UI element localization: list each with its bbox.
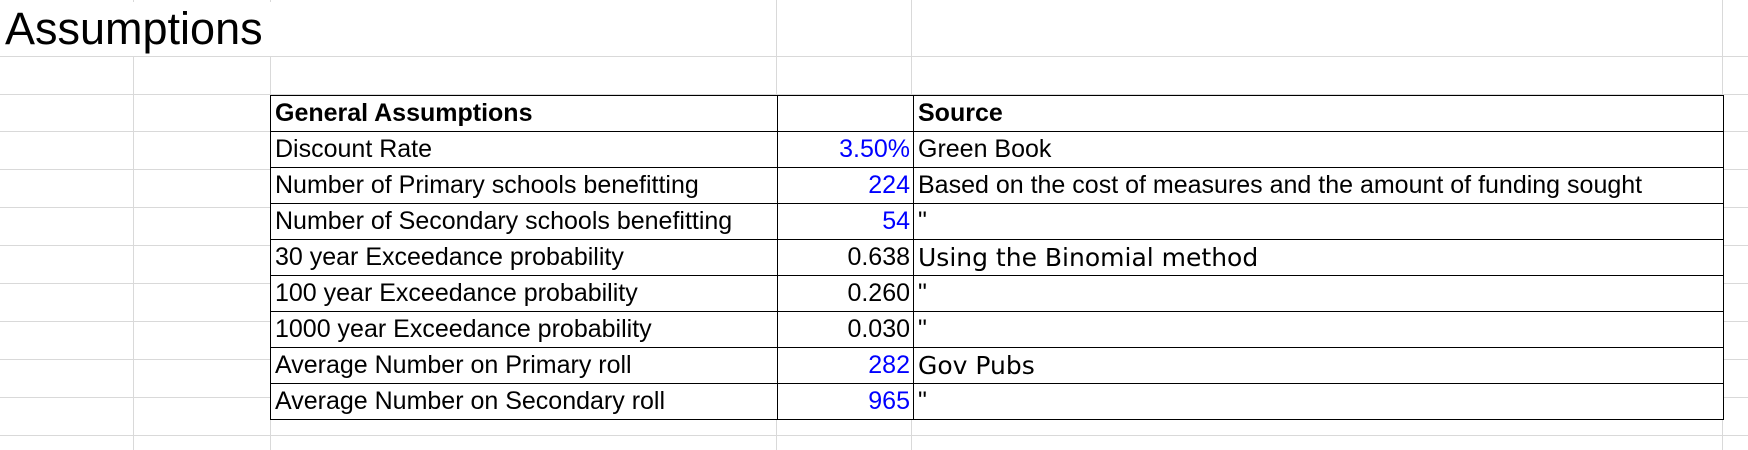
table-row: Average Number on Secondary roll 965 " [270,383,1724,420]
sheet-title[interactable]: Assumptions [5,2,275,56]
source-cell[interactable]: Green Book [913,131,1724,168]
table-row: Number of Secondary schools benefitting … [270,203,1724,240]
header-cell-general-assumptions[interactable]: General Assumptions [270,95,778,132]
source-cell[interactable]: " [913,311,1724,348]
table-row: Discount Rate 3.50% Green Book [270,131,1724,168]
label-cell[interactable]: Number of Primary schools benefitting [270,167,778,204]
label-cell[interactable]: 100 year Exceedance probability [270,275,778,312]
value-cell[interactable]: 54 [777,203,914,240]
table-row: 100 year Exceedance probability 0.260 " [270,275,1724,312]
label-cell[interactable]: Number of Secondary schools benefitting [270,203,778,240]
source-cell[interactable]: " [913,275,1724,312]
value-cell[interactable]: 3.50% [777,131,914,168]
label-cell[interactable]: Average Number on Primary roll [270,347,778,384]
source-cell[interactable]: " [913,203,1724,240]
source-cell[interactable]: " [913,383,1724,420]
value-cell[interactable]: 0.260 [777,275,914,312]
label-cell[interactable]: Discount Rate [270,131,778,168]
value-cell[interactable]: 965 [777,383,914,420]
value-cell[interactable]: 224 [777,167,914,204]
value-cell[interactable]: 282 [777,347,914,384]
value-cell[interactable]: 0.030 [777,311,914,348]
label-cell[interactable]: Average Number on Secondary roll [270,383,778,420]
source-cell[interactable]: Based on the cost of measures and the am… [913,167,1724,204]
table-header-row: General Assumptions Source [270,95,1724,132]
label-cell[interactable]: 30 year Exceedance probability [270,239,778,276]
label-cell[interactable]: 1000 year Exceedance probability [270,311,778,348]
table-row: 1000 year Exceedance probability 0.030 " [270,311,1724,348]
value-cell[interactable]: 0.638 [777,239,914,276]
table-row: Number of Primary schools benefitting 22… [270,167,1724,204]
table-row: 30 year Exceedance probability 0.638 Usi… [270,239,1724,276]
header-cell-source[interactable]: Source [913,95,1724,132]
header-cell-value[interactable] [777,95,914,132]
source-cell[interactable]: Gov Pubs [913,347,1724,384]
general-assumptions-table: General Assumptions Source Discount Rate… [270,95,1724,420]
source-cell[interactable]: Using the Binomial method [913,239,1724,276]
table-row: Average Number on Primary roll 282 Gov P… [270,347,1724,384]
